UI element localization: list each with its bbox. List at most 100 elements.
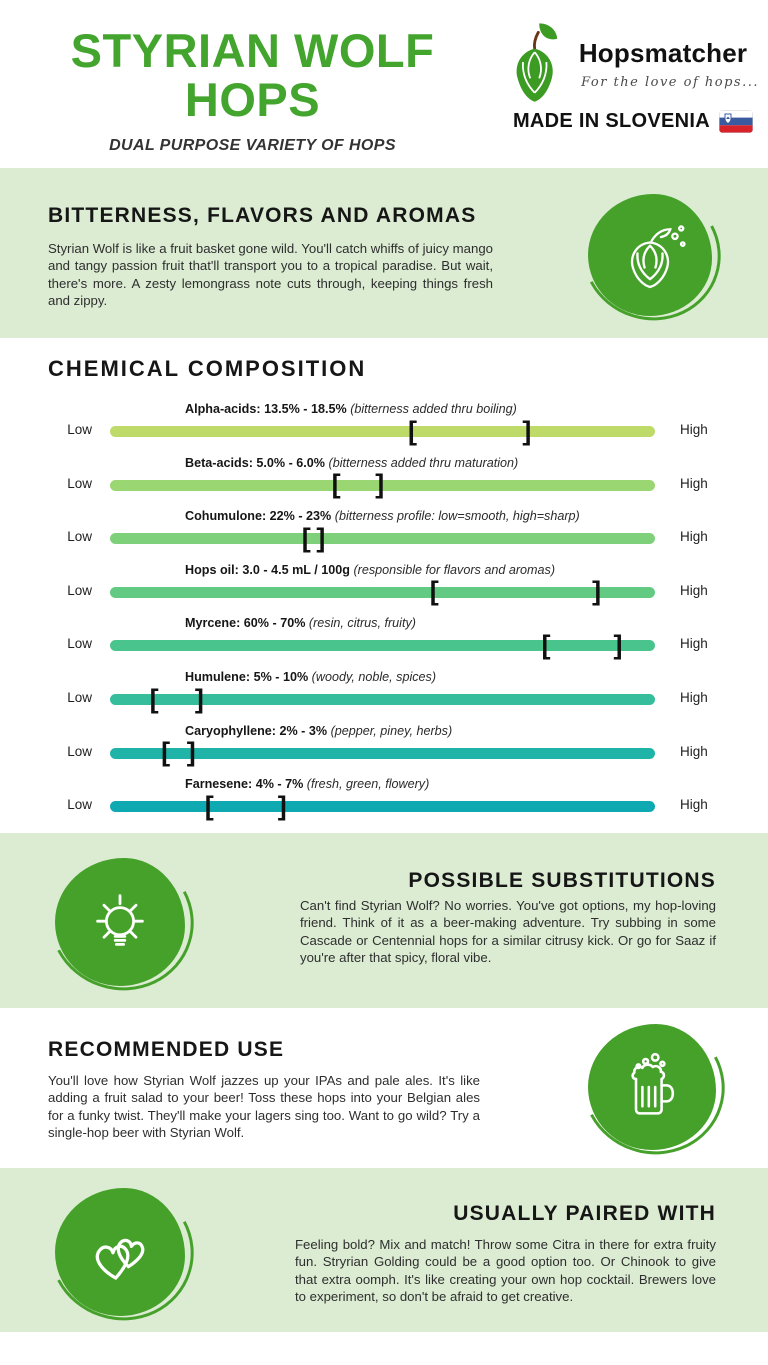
recommended-paragraph: You'll love how Styrian Wolf jazzes up y…: [48, 1073, 480, 1141]
chemical-bar-row: Cohumulone: 22% - 23% (bitterness profil…: [0, 509, 768, 559]
title-block: STYRIAN WOLF HOPS DUAL PURPOSE VARIETY O…: [0, 26, 505, 155]
range-open-bracket: [: [429, 576, 439, 607]
chemical-bar-row: Beta-acids: 5.0% - 6.0% (bitterness adde…: [0, 456, 768, 506]
bar-track: [110, 747, 655, 759]
bar-description: (bitterness added thru maturation): [328, 455, 519, 470]
bar-label-line: Humulene: 5% - 10% (woody, noble, spices…: [185, 670, 436, 684]
range-close-bracket: ]: [277, 790, 287, 821]
chemical-bar-row: Alpha-acids: 13.5% - 18.5% (bitterness a…: [0, 402, 768, 452]
range-close-bracket: ]: [375, 469, 385, 500]
bar-name-and-range: Cohumulone: 22% - 23%: [185, 509, 335, 524]
bar-track: [110, 479, 655, 491]
chemical-bar-row: Farnesene: 4% - 7% (fresh, green, flower…: [0, 777, 768, 827]
made-in-label: MADE IN SLOVENIA: [512, 110, 711, 132]
aromas-section: BITTERNESS, FLAVORS AND AROMAS Styrian W…: [0, 168, 768, 338]
bar-label-line: Farnesene: 4% - 7% (fresh, green, flower…: [185, 777, 429, 791]
high-label: High: [680, 797, 708, 813]
range-open-bracket: [: [331, 469, 341, 500]
low-label: Low: [67, 690, 92, 705]
range-open-bracket: [: [149, 683, 159, 714]
low-label: Low: [67, 475, 92, 491]
bar-label-line: Cohumulone: 22% - 23% (bitterness profil…: [185, 509, 580, 523]
range-close-bracket: ]: [316, 522, 326, 553]
chemical-bar-row: Myrcene: 60% - 70% (resin, citrus, fruit…: [0, 616, 768, 666]
bar-description: (fresh, green, flowery): [306, 777, 430, 792]
range-close-bracket: ]: [186, 737, 196, 768]
range-open-bracket: [: [541, 629, 551, 660]
low-label: Low: [67, 743, 92, 759]
chemical-bar-row: Caryophyllene: 2% - 3% (pepper, piney, h…: [0, 724, 768, 774]
range-open-bracket: [: [204, 790, 214, 821]
hop-circle-icon: [588, 194, 712, 316]
bar-name-and-range: Hops oil: 3.0 - 4.5 mL / 100g: [185, 562, 354, 577]
paired-section: USUALLY PAIRED WITH Feeling bold? Mix an…: [0, 1168, 768, 1332]
header-section: STYRIAN WOLF HOPS DUAL PURPOSE VARIETY O…: [0, 0, 768, 168]
hop-logo-icon: [505, 20, 559, 111]
bar-name-and-range: Farnesene: 4% - 7%: [185, 777, 307, 792]
bar-description: (bitterness profile: low=smooth, high=sh…: [334, 509, 580, 524]
hearts-circle-icon: [55, 1188, 185, 1316]
bar-description: (resin, citrus, fruity): [308, 616, 416, 631]
brand-tagline: For the love of hops...: [581, 75, 759, 90]
high-label: High: [680, 582, 708, 598]
chemical-section: CHEMICAL COMPOSITION Alpha-acids: 13.5% …: [0, 338, 768, 833]
high-label: High: [680, 743, 708, 759]
bar-track: [110, 426, 655, 437]
high-label: High: [680, 529, 708, 545]
bar-name-and-range: Humulene: 5% - 10%: [185, 670, 312, 684]
chemical-heading: CHEMICAL COMPOSITION: [48, 356, 367, 381]
aromas-paragraph: Styrian Wolf is like a fruit basket gone…: [48, 241, 493, 309]
bar-label-line: Myrcene: 60% - 70% (resin, citrus, fruit…: [185, 616, 416, 630]
range-close-bracket: ]: [522, 415, 532, 446]
high-label: High: [680, 636, 708, 652]
bar-name-and-range: Myrcene: 60% - 70%: [185, 616, 309, 631]
slovenia-flag-icon: [719, 110, 754, 133]
chemical-bar-row: Humulene: 5% - 10% (woody, noble, spices…: [0, 670, 768, 720]
bar-track: [110, 801, 655, 813]
substitutions-heading: POSSIBLE SUBSTITUTIONS: [408, 869, 716, 892]
beer-mug-circle-icon: [588, 1024, 716, 1150]
page-title-line2: HOPS: [184, 73, 321, 127]
bar-name-and-range: Beta-acids: 5.0% - 6.0%: [185, 455, 329, 470]
recommended-section: RECOMMENDED USE You'll love how Styrian …: [0, 1008, 768, 1168]
high-label: High: [680, 475, 708, 491]
bar-label-line: Hops oil: 3.0 - 4.5 mL / 100g (responsib…: [185, 563, 555, 577]
low-label: Low: [67, 636, 92, 652]
page-title-line1: STYRIAN WOLF: [70, 24, 435, 77]
bar-description: (woody, noble, spices): [311, 670, 437, 684]
page-subtitle: DUAL PURPOSE VARIETY OF HOPS: [109, 136, 396, 154]
low-label: Low: [67, 422, 92, 437]
range-close-bracket: ]: [194, 683, 204, 714]
bar-track: [110, 586, 655, 598]
bar-label-line: Beta-acids: 5.0% - 6.0% (bitterness adde…: [185, 456, 518, 470]
aromas-heading: BITTERNESS, FLAVORS AND AROMAS: [48, 204, 477, 227]
lightbulb-circle-icon: [55, 858, 185, 986]
range-close-bracket: ]: [613, 629, 623, 660]
bar-label-line: Alpha-acids: 13.5% - 18.5% (bitterness a…: [185, 402, 517, 416]
paired-paragraph: Feeling bold? Mix and match! Throw some …: [295, 1237, 716, 1305]
paired-heading: USUALLY PAIRED WITH: [453, 1202, 716, 1225]
bar-description: (pepper, piney, herbs): [330, 723, 453, 738]
range-open-bracket: [: [301, 522, 311, 553]
substitutions-paragraph: Can't find Styrian Wolf? No worries. You…: [300, 898, 716, 966]
bar-track: [110, 694, 655, 705]
bar-name-and-range: Alpha-acids: 13.5% - 18.5%: [185, 402, 351, 416]
low-label: Low: [67, 797, 92, 813]
low-label: Low: [67, 582, 92, 598]
high-label: High: [680, 690, 708, 705]
range-close-bracket: ]: [592, 576, 602, 607]
brand-name: Hopsmatcher: [578, 38, 748, 68]
range-open-bracket: [: [407, 415, 417, 446]
bar-name-and-range: Caryophyllene: 2% - 3%: [185, 723, 331, 738]
bar-description: (responsible for flavors and aromas): [353, 562, 556, 577]
range-open-bracket: [: [161, 737, 171, 768]
high-label: High: [680, 422, 708, 437]
low-label: Low: [67, 529, 92, 545]
substitutions-section: POSSIBLE SUBSTITUTIONS Can't find Styria…: [0, 833, 768, 1008]
bar-label-line: Caryophyllene: 2% - 3% (pepper, piney, h…: [185, 724, 452, 738]
bar-description: (bitterness added thru boiling): [350, 402, 517, 416]
chemical-bar-row: Hops oil: 3.0 - 4.5 mL / 100g (responsib…: [0, 563, 768, 613]
bar-track: [110, 640, 655, 652]
recommended-heading: RECOMMENDED USE: [48, 1038, 285, 1061]
